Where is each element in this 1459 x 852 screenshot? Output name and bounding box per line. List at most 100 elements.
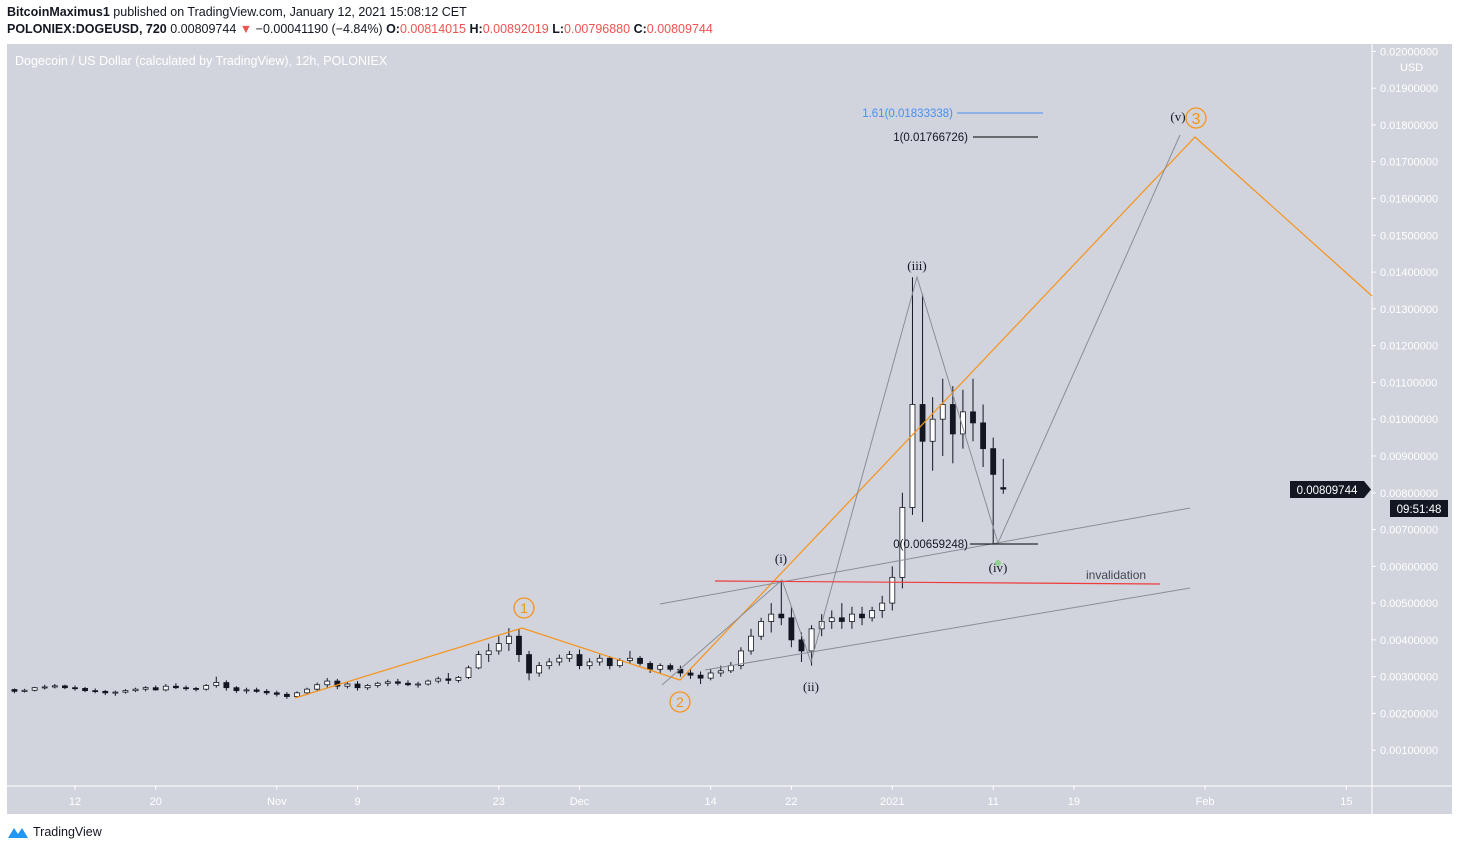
candle [960, 389, 966, 449]
candle-body [243, 689, 250, 692]
x-tick-label: 22 [785, 796, 797, 808]
grey-subwave-line [661, 134, 1181, 686]
candle-body [687, 672, 694, 676]
x-tick-label: 11 [987, 796, 998, 808]
candle [102, 689, 109, 696]
tradingview-logo[interactable]: TradingView [7, 825, 102, 839]
open-value: 0.00814015 [399, 22, 467, 36]
wave-i-label: (i) [775, 551, 787, 566]
y-tick-label: 0.00600000 [1380, 561, 1438, 573]
fib-labels: 1.61(0.01833338) 1(0.01766726) 0(0.00659… [862, 108, 968, 551]
fib-1-label: 1(0.01766726) [893, 132, 968, 144]
candle-body [738, 650, 744, 667]
candle [112, 690, 119, 696]
y-tick-label: 0.01000000 [1380, 414, 1438, 426]
wave-labels: 1 2 3 (i) (ii) (iii) (iv) (v) [520, 109, 1200, 710]
candle [253, 687, 260, 693]
candle [556, 654, 563, 666]
candle-body [41, 686, 48, 689]
time-axis[interactable]: 12 20 Nov 9 23 Dec 14 22 2021 11 19 Feb 15 [69, 786, 1353, 808]
candle-body [82, 688, 88, 692]
x-tick-label: 2021 [880, 796, 904, 808]
wave-ii-label: (ii) [803, 679, 819, 694]
candle-body [778, 613, 785, 619]
candle-body [536, 665, 543, 674]
candle [132, 687, 139, 693]
candle [314, 682, 321, 692]
candle-body [183, 687, 189, 690]
channel-lower-line [704, 587, 1191, 671]
candle-body [193, 688, 199, 690]
candle [465, 665, 472, 679]
y-tick-label: 0.00900000 [1380, 451, 1438, 463]
orange-wave-line [294, 136, 1373, 699]
wave-v-label: (v) [1170, 109, 1185, 124]
candle [203, 684, 210, 691]
channel-upper-line [659, 507, 1191, 605]
candle-body [838, 617, 845, 622]
candle-body [92, 690, 99, 693]
y-tick-label: 0.01600000 [1380, 194, 1438, 206]
y-tick-label: 0.02000000 [1380, 46, 1438, 58]
candle [233, 686, 240, 693]
candle [374, 681, 381, 688]
candle-body [223, 682, 230, 689]
candle-body [435, 678, 442, 682]
candle [899, 492, 906, 589]
publish-text: published on TradingView.com, January 12… [113, 5, 467, 19]
low-value: 0.00796880 [564, 22, 631, 36]
candle [516, 628, 522, 662]
y-tick-label: 0.00500000 [1380, 598, 1438, 610]
candle-body [425, 680, 432, 685]
candle [536, 661, 543, 677]
candle [354, 681, 361, 691]
candle-body [253, 689, 260, 692]
candle-body [112, 691, 119, 694]
candle-body [556, 657, 563, 663]
candle [495, 636, 502, 655]
candle [435, 676, 442, 684]
x-tick-label: Feb [1196, 796, 1215, 808]
candle-body [707, 672, 714, 679]
candle-body [344, 683, 351, 687]
candle-body [263, 690, 270, 694]
y-tick-label: 0.01200000 [1380, 341, 1438, 353]
wave-2-label: 2 [676, 694, 684, 710]
candle [162, 684, 169, 692]
candle [425, 679, 432, 686]
candle-body [788, 617, 795, 641]
candle-body [899, 507, 906, 578]
author[interactable]: BitcoinMaximus1 [7, 5, 110, 19]
candle [627, 650, 633, 664]
candle [637, 656, 643, 666]
candle [122, 689, 129, 694]
candle-body [485, 650, 492, 655]
candle-body [768, 613, 775, 622]
candle [929, 397, 936, 471]
candle [243, 687, 250, 694]
candle-body [990, 448, 997, 475]
candle-body [909, 404, 916, 508]
candle [405, 680, 411, 687]
candle-body [939, 404, 946, 420]
candle [324, 678, 331, 688]
price-axis[interactable]: 0.00100000 0.00200000 0.00300000 0.00400000… [1372, 46, 1438, 757]
x-tick-label: 23 [493, 796, 505, 808]
wave-1-label: 1 [520, 600, 528, 616]
candle-body [919, 404, 926, 442]
candle-body [294, 692, 300, 697]
candle-body [516, 635, 522, 655]
candle-body [606, 657, 613, 667]
x-tick-label: 20 [150, 796, 162, 808]
fib-0-label: 0(0.00659248) [893, 539, 968, 551]
open-label: O: [386, 22, 400, 36]
candle [606, 656, 613, 670]
green-dot-marker [995, 560, 1001, 566]
candle [697, 671, 704, 685]
candle-body [596, 657, 603, 663]
high-label: H: [469, 22, 483, 36]
currency-label: USD [1400, 62, 1423, 74]
last-price-tag [1290, 481, 1371, 498]
candle [687, 669, 694, 679]
